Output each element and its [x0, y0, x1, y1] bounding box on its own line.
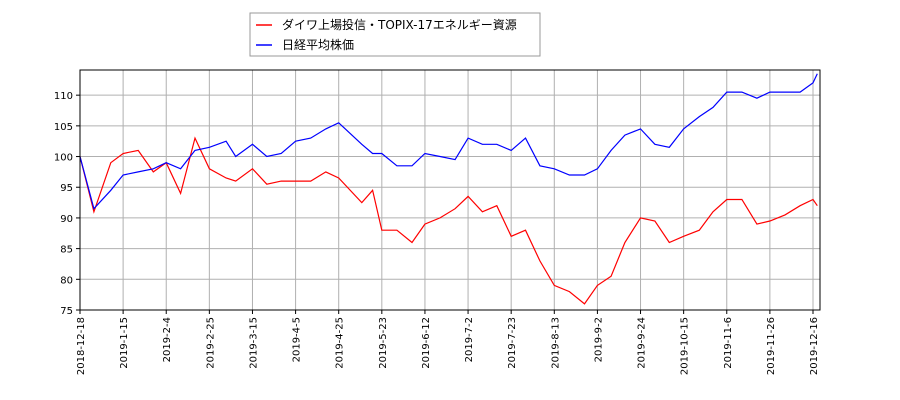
- x-tick-label: 2019-2-25: [205, 317, 216, 369]
- y-tick-label: 75: [60, 306, 73, 317]
- x-tick-label: 2019-1-15: [119, 317, 130, 369]
- series-line-0: [80, 136, 818, 305]
- x-tick-label: 2019-2-4: [162, 317, 173, 362]
- x-tick-label: 2019-7-2: [464, 317, 475, 362]
- legend-label-1: 日経平均株価: [282, 37, 354, 52]
- y-tick-label: 80: [60, 275, 73, 286]
- x-tick-label: 2019-5-23: [378, 317, 389, 369]
- x-tick-label: 2019-4-25: [335, 317, 346, 369]
- x-axis: 2018-12-18 2019-1-15 2019-2-4 2019-2-25 2019…: [76, 310, 820, 375]
- x-tick-label: 2019-9-2: [593, 317, 604, 362]
- grid: [79, 70, 820, 311]
- x-tick-label: 2019-7-23: [507, 317, 518, 369]
- y-tick-label: 100: [54, 153, 73, 164]
- x-tick-label: 2019-9-24: [637, 317, 648, 369]
- series-line-1: [80, 73, 818, 210]
- x-tick-label: 2019-6-12: [421, 317, 432, 369]
- x-tick-label: 2018-12-18: [76, 317, 87, 375]
- plot-frame: [79, 69, 821, 311]
- x-tick-label: 2019-8-13: [550, 317, 561, 369]
- series-lines: [80, 73, 818, 305]
- x-tick-label: 2019-11-6: [723, 317, 734, 369]
- x-tick-label: 2019-3-15: [248, 317, 259, 369]
- legend-label-0: ダイワ上場投信・TOPIX-17エネルギー資源: [282, 17, 517, 32]
- y-tick-label: 85: [60, 245, 73, 256]
- x-tick-label: 2019-10-15: [680, 317, 691, 375]
- x-tick-label: 2019-4-5: [292, 317, 303, 362]
- y-tick-label: 110: [54, 91, 73, 102]
- x-tick-label: 2019-12-16: [809, 317, 820, 375]
- y-axis: 75 80 85 90 95 100 105 110: [54, 91, 80, 317]
- legend: ダイワ上場投信・TOPIX-17エネルギー資源 日経平均株価: [249, 12, 541, 57]
- y-tick-label: 105: [54, 122, 73, 133]
- x-tick-label: 2019-11-26: [766, 317, 777, 375]
- y-tick-label: 90: [60, 214, 73, 225]
- y-tick-label: 95: [60, 183, 73, 194]
